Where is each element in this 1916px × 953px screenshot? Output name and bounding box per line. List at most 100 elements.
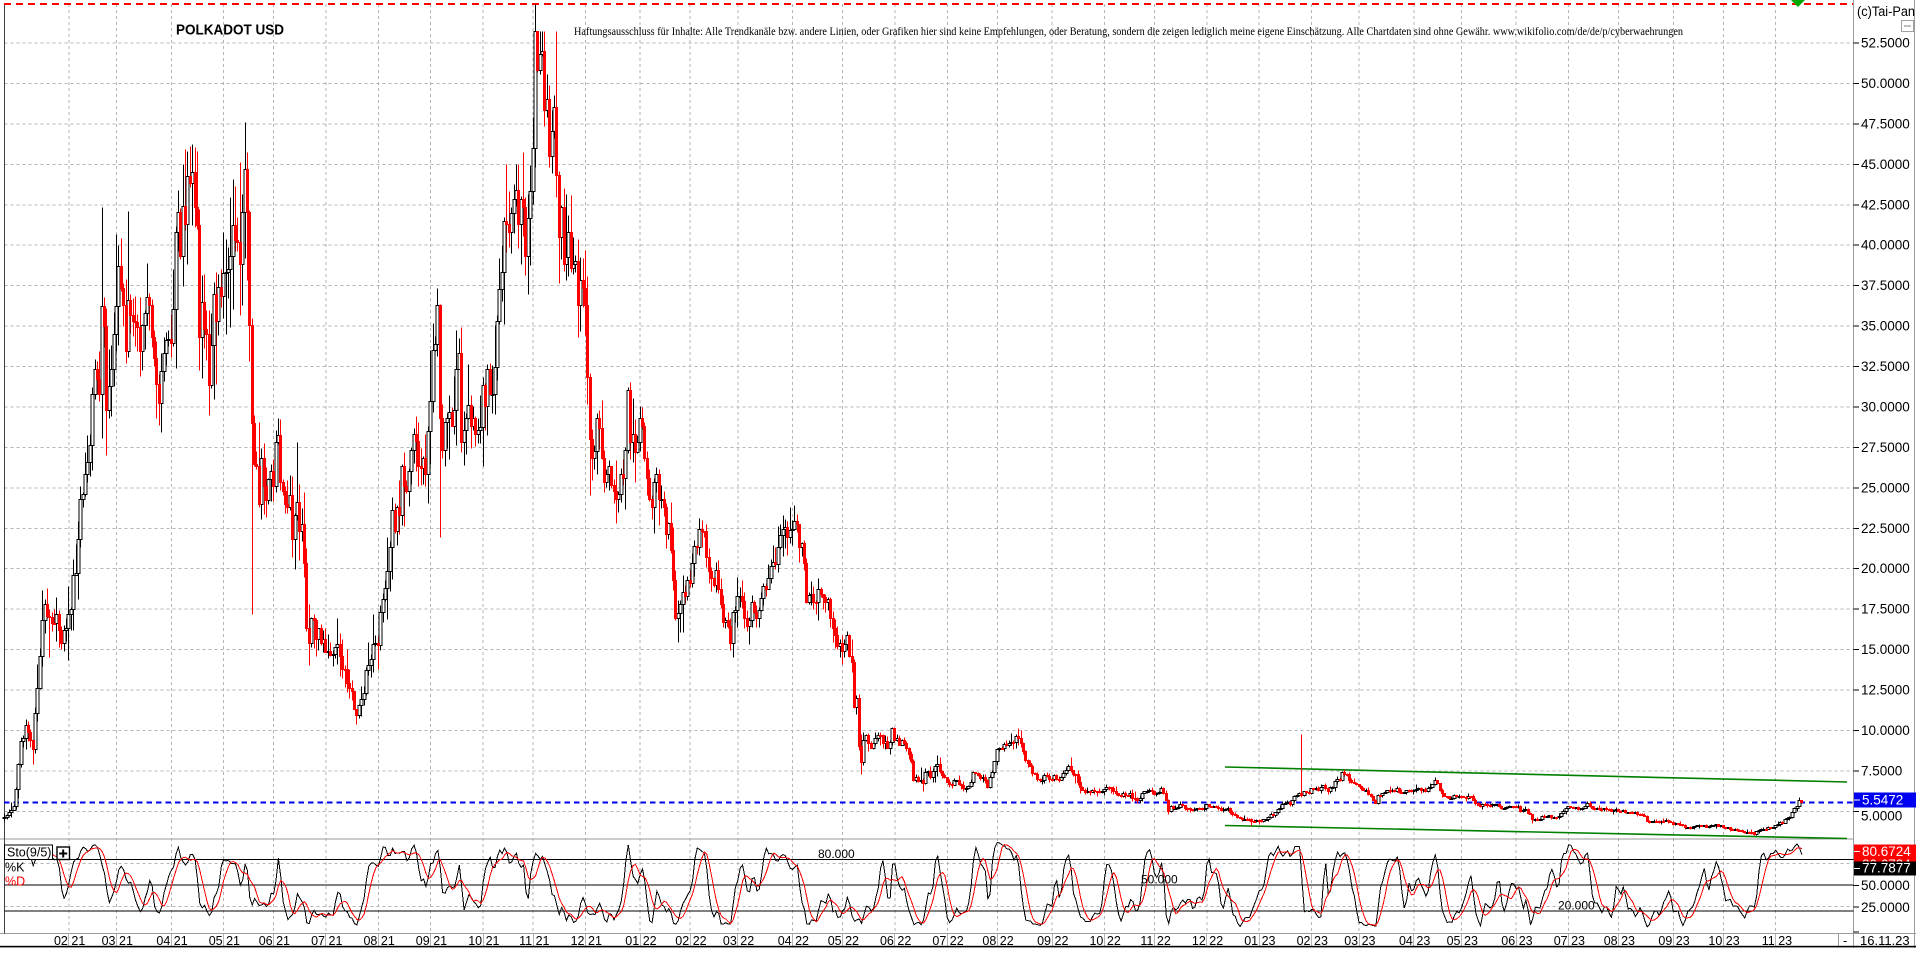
svg-text:11: 11 <box>1140 934 1153 948</box>
svg-text:22: 22 <box>1055 934 1069 948</box>
svg-text:22: 22 <box>693 934 707 948</box>
svg-text:Sto(9/5): Sto(9/5) <box>7 846 51 860</box>
svg-text:06: 06 <box>880 934 894 948</box>
svg-text:04: 04 <box>156 934 170 948</box>
svg-text:03: 03 <box>1344 934 1358 948</box>
svg-text:09: 09 <box>1037 934 1051 948</box>
svg-text:08: 08 <box>1604 934 1618 948</box>
svg-text:23: 23 <box>1676 934 1690 948</box>
svg-text:05: 05 <box>209 934 223 948</box>
svg-text:80.000: 80.000 <box>818 847 855 861</box>
svg-text:08: 08 <box>982 934 996 948</box>
svg-text:23: 23 <box>1519 934 1533 948</box>
svg-text:5.5472: 5.5472 <box>1862 793 1903 808</box>
svg-text:03: 03 <box>723 934 737 948</box>
svg-text:5.0000: 5.0000 <box>1861 809 1902 824</box>
svg-text:02: 02 <box>675 934 689 948</box>
svg-text:50.0000: 50.0000 <box>1861 878 1910 893</box>
svg-text:22: 22 <box>1107 934 1121 948</box>
svg-text:37.5000: 37.5000 <box>1861 278 1910 293</box>
svg-text:10: 10 <box>1708 934 1722 948</box>
svg-text:21: 21 <box>174 934 188 948</box>
svg-text:21: 21 <box>433 934 447 948</box>
svg-text:06: 06 <box>1501 934 1515 948</box>
svg-text:80.6724: 80.6724 <box>1862 857 1911 872</box>
svg-text:22: 22 <box>740 934 754 948</box>
svg-text:25.0000: 25.0000 <box>1861 480 1910 495</box>
svg-text:27.5000: 27.5000 <box>1861 440 1910 455</box>
svg-text:10: 10 <box>468 934 482 948</box>
svg-text:09: 09 <box>416 934 430 948</box>
svg-text:23: 23 <box>1262 934 1276 948</box>
svg-text:22: 22 <box>795 934 809 948</box>
svg-text:21: 21 <box>226 934 240 948</box>
svg-text:21: 21 <box>536 934 550 948</box>
svg-text:04: 04 <box>1399 934 1413 948</box>
svg-text:50.000: 50.000 <box>1141 873 1178 887</box>
svg-text:30.0000: 30.0000 <box>1861 400 1910 415</box>
svg-text:23: 23 <box>1416 934 1430 948</box>
svg-text:05: 05 <box>1447 934 1461 948</box>
svg-text:22.5000: 22.5000 <box>1861 521 1910 536</box>
svg-text:52.5000: 52.5000 <box>1861 36 1910 51</box>
svg-text:40.0000: 40.0000 <box>1861 238 1910 253</box>
svg-text:%K: %K <box>5 861 25 875</box>
svg-text:07: 07 <box>932 934 946 948</box>
svg-text:23: 23 <box>1314 934 1328 948</box>
svg-text:21: 21 <box>588 934 602 948</box>
svg-text:21: 21 <box>71 934 85 948</box>
svg-text:32.5000: 32.5000 <box>1861 359 1910 374</box>
svg-text:23: 23 <box>1362 934 1376 948</box>
svg-text:21: 21 <box>119 934 133 948</box>
svg-text:21: 21 <box>381 934 395 948</box>
svg-text:22: 22 <box>845 934 859 948</box>
svg-text:10: 10 <box>1089 934 1103 948</box>
svg-text:45.0000: 45.0000 <box>1861 157 1910 172</box>
svg-text:12: 12 <box>1192 934 1206 948</box>
svg-text:05: 05 <box>828 934 842 948</box>
svg-text:22: 22 <box>1209 934 1223 948</box>
svg-text:23: 23 <box>1571 934 1585 948</box>
svg-text:23: 23 <box>1778 934 1792 948</box>
svg-text:12.5000: 12.5000 <box>1861 683 1910 698</box>
svg-text:09: 09 <box>1658 934 1672 948</box>
svg-text:23: 23 <box>1464 934 1478 948</box>
svg-text:20.0000: 20.0000 <box>1861 561 1910 576</box>
svg-text:15.0000: 15.0000 <box>1861 642 1910 657</box>
svg-text:7.5000: 7.5000 <box>1861 763 1902 778</box>
svg-text:12: 12 <box>571 934 585 948</box>
svg-text:23: 23 <box>1726 934 1740 948</box>
svg-text:03: 03 <box>102 934 116 948</box>
svg-text:06: 06 <box>259 934 273 948</box>
svg-text:22: 22 <box>643 934 657 948</box>
svg-text:07: 07 <box>1554 934 1568 948</box>
svg-text:02: 02 <box>54 934 68 948</box>
svg-text:01: 01 <box>625 934 639 948</box>
svg-text:02: 02 <box>1297 934 1311 948</box>
svg-text:11: 11 <box>1762 934 1775 948</box>
svg-text:22: 22 <box>897 934 911 948</box>
svg-text:20.000: 20.000 <box>1558 899 1595 913</box>
svg-text:Haftungsausschluss für Inhalte: Haftungsausschluss für Inhalte: Alle Tre… <box>574 24 1683 38</box>
svg-text:21: 21 <box>329 934 343 948</box>
svg-text:07: 07 <box>311 934 325 948</box>
svg-text:17.5000: 17.5000 <box>1861 602 1910 617</box>
svg-text:50.0000: 50.0000 <box>1861 76 1910 91</box>
svg-text:77.7877: 77.7877 <box>1862 861 1911 876</box>
svg-text:%D: %D <box>5 875 25 889</box>
svg-text:-: - <box>1843 933 1847 948</box>
svg-text:22: 22 <box>950 934 964 948</box>
svg-text:25.0000: 25.0000 <box>1861 900 1910 915</box>
svg-text:22: 22 <box>1000 934 1014 948</box>
svg-text:10.0000: 10.0000 <box>1861 723 1910 738</box>
svg-text:21: 21 <box>486 934 500 948</box>
svg-text:(c)Tai-Pan: (c)Tai-Pan <box>1857 4 1915 19</box>
svg-text:47.5000: 47.5000 <box>1861 116 1910 131</box>
svg-text:22: 22 <box>1157 934 1171 948</box>
svg-text:04: 04 <box>778 934 792 948</box>
svg-text:80.6724: 80.6724 <box>1862 844 1911 859</box>
svg-text:16.11.23: 16.11.23 <box>1860 933 1910 948</box>
svg-text:42.5000: 42.5000 <box>1861 197 1910 212</box>
svg-text:21: 21 <box>276 934 290 948</box>
svg-text:35.0000: 35.0000 <box>1861 319 1910 334</box>
